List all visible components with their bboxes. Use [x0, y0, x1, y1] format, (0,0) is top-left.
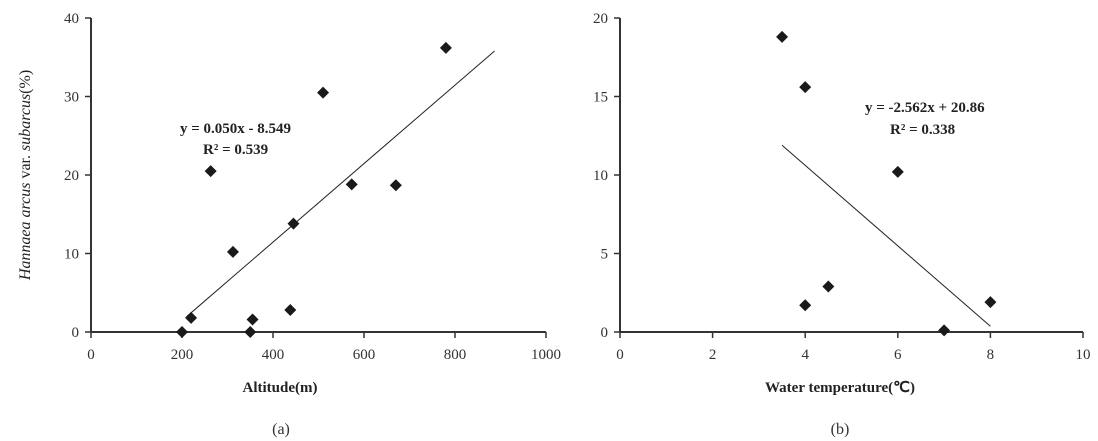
y-axis-title-part: Hannaea arcus — [17, 183, 34, 282]
data-point — [185, 311, 198, 324]
y-tick-label: 5 — [601, 247, 609, 263]
x-axis-ticks: 0 200 400 600 800 1000 — [87, 332, 561, 363]
data-point — [389, 179, 402, 192]
trend-equation: y = 0.050x - 8.549 — [180, 121, 291, 137]
y-tick-label: 20 — [593, 11, 608, 27]
chart-panel-altitude: Hannaea arcus var. subarcus(%) 0 10 20 30 40… — [17, 11, 561, 438]
x-tick-label: 6 — [894, 347, 902, 363]
y-axis-title-part: (%) — [17, 70, 34, 94]
y-tick-label: 10 — [64, 247, 79, 263]
x-axis-title: Water temperature(℃) — [765, 380, 915, 396]
y-axis-title-part: var. — [17, 151, 34, 183]
x-axis-ticks: 0 2 4 6 8 10 — [616, 332, 1091, 363]
data-point — [776, 30, 789, 43]
y-axis-title: Hannaea arcus var. subarcus(%) — [17, 70, 34, 281]
x-tick-label: 10 — [1076, 347, 1091, 363]
r-squared-label: R² = 0.539 — [203, 142, 268, 158]
y-tick-label: 10 — [593, 168, 608, 184]
data-point — [822, 280, 835, 293]
y-tick-label: 0 — [601, 325, 609, 341]
data-point — [345, 178, 358, 191]
x-tick-label: 0 — [87, 347, 95, 363]
r-squared-label: R² = 0.338 — [890, 122, 955, 138]
data-point — [799, 299, 812, 312]
data-point — [799, 81, 812, 94]
data-point — [984, 296, 997, 309]
y-axis-title-part: subarcus — [17, 94, 34, 151]
x-tick-label: 2 — [709, 347, 717, 363]
x-tick-label: 400 — [262, 347, 285, 363]
x-axis-title: Altitude(m) — [243, 380, 318, 396]
x-tick-label: 4 — [801, 347, 809, 363]
x-tick-label: 600 — [353, 347, 376, 363]
data-point — [244, 326, 257, 338]
data-points — [176, 41, 452, 338]
data-point — [891, 165, 904, 178]
data-point — [176, 326, 188, 338]
data-point — [938, 324, 951, 337]
y-axis-ticks: 0 5 10 15 20 — [593, 11, 620, 341]
data-point — [226, 245, 239, 258]
y-tick-label: 15 — [593, 90, 608, 106]
data-point — [317, 86, 330, 99]
y-tick-label: 30 — [64, 90, 79, 106]
data-point — [284, 304, 297, 317]
panel-label: (a) — [272, 421, 290, 438]
data-point — [287, 217, 300, 230]
x-tick-label: 1000 — [531, 347, 561, 363]
y-axis-ticks: 0 10 20 30 40 — [64, 11, 91, 341]
x-tick-label: 0 — [616, 347, 624, 363]
data-point — [439, 41, 452, 54]
data-point — [204, 165, 217, 178]
x-tick-label: 200 — [171, 347, 194, 363]
x-tick-label: 8 — [987, 347, 995, 363]
trendline — [186, 50, 495, 318]
y-tick-label: 0 — [72, 325, 80, 341]
chart-panel-water-temperature: 0 5 10 15 20 0 2 4 6 8 10 y = -2.562x + 20.86 R² … — [593, 11, 1091, 438]
x-tick-label: 800 — [444, 347, 467, 363]
data-points — [776, 30, 997, 337]
trend-equation: y = -2.562x + 20.86 — [865, 100, 985, 116]
data-point — [246, 313, 259, 326]
panel-label: (b) — [831, 421, 850, 438]
trendline — [781, 144, 991, 327]
y-tick-label: 20 — [64, 168, 79, 184]
y-tick-label: 40 — [64, 11, 79, 27]
